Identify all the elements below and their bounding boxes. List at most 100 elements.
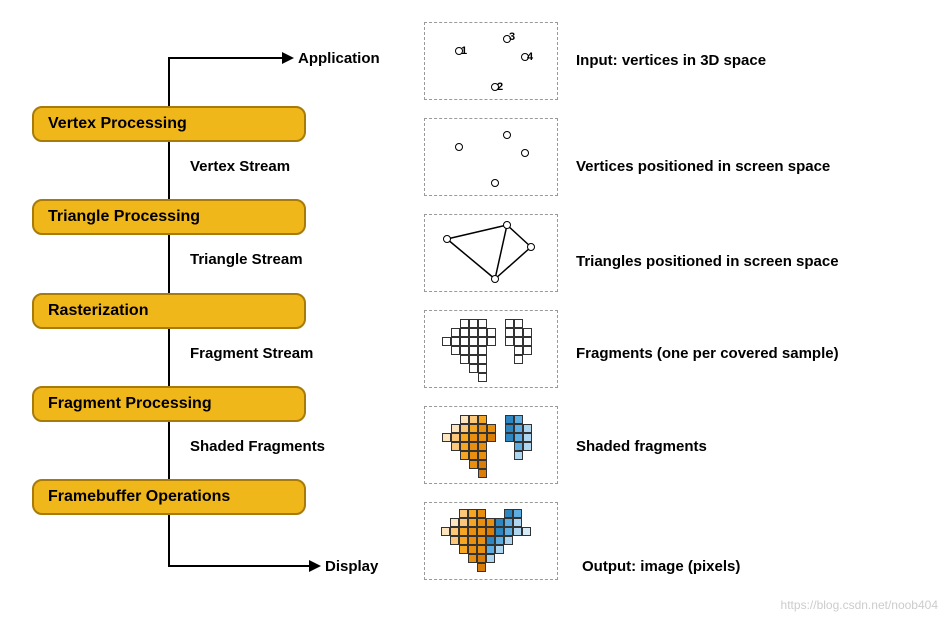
pixel-cell	[478, 424, 487, 433]
arrow-application	[282, 52, 294, 64]
vertex-marker	[455, 143, 463, 151]
pixel-cell	[495, 536, 504, 545]
arrow-display	[309, 560, 321, 572]
panel-screen-vertices	[424, 118, 558, 196]
pixel-cell	[478, 346, 487, 355]
pixel-cell	[478, 469, 487, 478]
panel-shaded-fragments	[424, 406, 558, 484]
pixel-cell	[514, 433, 523, 442]
pixel-cell	[451, 442, 460, 451]
pixel-cell	[487, 337, 496, 346]
pixel-cell	[478, 328, 487, 337]
pixel-cell	[505, 337, 514, 346]
pixel-cell	[460, 346, 469, 355]
pixel-cell	[478, 364, 487, 373]
desc-triangles: Triangles positioned in screen space	[576, 253, 839, 270]
panel-output	[424, 502, 558, 580]
panel-triangles	[424, 214, 558, 292]
pixel-cell	[451, 424, 460, 433]
desc-shaded: Shaded fragments	[576, 438, 707, 455]
pixel-cell	[514, 319, 523, 328]
vertex-marker	[491, 179, 499, 187]
pixel-cell	[468, 518, 477, 527]
pixel-cell	[514, 451, 523, 460]
pixel-cell	[504, 527, 513, 536]
panel-input-vertices: 1234	[424, 22, 558, 100]
pixel-cell	[495, 545, 504, 554]
pixel-cell	[514, 337, 523, 346]
pixel-cell	[442, 337, 451, 346]
pixel-cell	[469, 355, 478, 364]
pixel-cell	[478, 442, 487, 451]
pixel-cell	[460, 355, 469, 364]
pixel-cell	[469, 364, 478, 373]
pixel-cell	[477, 554, 486, 563]
pixel-cell	[477, 545, 486, 554]
pixel-cell	[486, 527, 495, 536]
pixel-cell	[459, 527, 468, 536]
pixel-cell	[460, 319, 469, 328]
pixel-cell	[441, 527, 450, 536]
pixel-cell	[469, 451, 478, 460]
stage-vertex-processing: Vertex Processing	[32, 106, 306, 142]
pixel-cell	[469, 424, 478, 433]
stage-framebuffer-operations: Framebuffer Operations	[32, 479, 306, 515]
stage-label: Rasterization	[48, 302, 148, 320]
pixel-cell	[478, 319, 487, 328]
pixel-cell	[442, 433, 451, 442]
pixel-cell	[460, 337, 469, 346]
pixel-cell	[523, 328, 532, 337]
pixel-cell	[468, 545, 477, 554]
pixel-cell	[469, 442, 478, 451]
label-triangle-stream: Triangle Stream	[190, 251, 303, 268]
pixel-cell	[460, 442, 469, 451]
pixel-cell	[469, 433, 478, 442]
pixel-cell	[504, 509, 513, 518]
pixel-cell	[487, 433, 496, 442]
pixel-cell	[486, 545, 495, 554]
pixel-cell	[460, 424, 469, 433]
pixel-cell	[486, 518, 495, 527]
pixel-cell	[451, 433, 460, 442]
pixel-cell	[451, 346, 460, 355]
pixel-cell	[450, 527, 459, 536]
pixel-cell	[495, 518, 504, 527]
pixel-cell	[477, 509, 486, 518]
pixel-cell	[460, 451, 469, 460]
pixel-cell	[459, 509, 468, 518]
pixel-cell	[514, 442, 523, 451]
desc-output: Output: image (pixels)	[582, 558, 740, 575]
pixel-cell	[523, 337, 532, 346]
stage-label: Fragment Processing	[48, 395, 212, 413]
label-vertex-stream: Vertex Stream	[190, 158, 290, 175]
pixel-cell	[469, 460, 478, 469]
pixel-cell	[513, 518, 522, 527]
panel-fragments	[424, 310, 558, 388]
pixel-cell	[478, 433, 487, 442]
pixel-cell	[469, 415, 478, 424]
pixel-cell	[459, 536, 468, 545]
stage-triangle-processing: Triangle Processing	[32, 199, 306, 235]
pixel-cell	[505, 415, 514, 424]
pixel-cell	[469, 346, 478, 355]
pixel-cell	[478, 337, 487, 346]
pixel-cell	[523, 346, 532, 355]
vertex-marker	[521, 149, 529, 157]
label-application: Application	[298, 50, 380, 67]
pixel-cell	[505, 424, 514, 433]
pixel-cell	[451, 337, 460, 346]
pixel-cell	[505, 328, 514, 337]
label-fragment-stream: Fragment Stream	[190, 345, 313, 362]
pixel-cell	[513, 527, 522, 536]
pixel-cell	[495, 527, 504, 536]
pixel-cell	[477, 536, 486, 545]
pixel-cell	[459, 545, 468, 554]
pixel-cell	[478, 460, 487, 469]
pixel-cell	[487, 424, 496, 433]
pixel-cell	[504, 536, 513, 545]
desc-screen-vertices: Vertices positioned in screen space	[576, 158, 830, 175]
pixel-cell	[451, 328, 460, 337]
vertex-label: 2	[497, 81, 503, 93]
pixel-cell	[468, 536, 477, 545]
vertex-label: 4	[527, 51, 533, 63]
